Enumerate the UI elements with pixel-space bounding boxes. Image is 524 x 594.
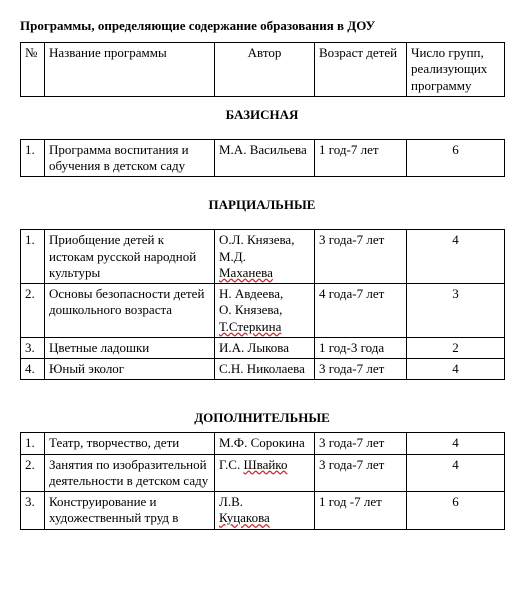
cell-groups: 3 <box>407 284 505 338</box>
cell-num: 1. <box>21 433 45 454</box>
header-table: № Название программы Автор Возраст детей… <box>20 42 505 97</box>
table-row: 2. Занятия по изобразительной деятельнос… <box>21 454 505 492</box>
table-row: 3. Цветные ладошки И.А. Лыкова 1 год-3 г… <box>21 337 505 358</box>
cell-num: 2. <box>21 284 45 338</box>
cell-groups: 6 <box>407 139 505 177</box>
cell-age: 3 года-7 лет <box>315 230 407 284</box>
table-row: 1. Театр, творчество, дети М.Ф. Сорокина… <box>21 433 505 454</box>
section-basic: БАЗИСНАЯ <box>20 107 504 123</box>
header-row: № Название программы Автор Возраст детей… <box>21 43 505 97</box>
author-text: Маханева <box>219 265 273 280</box>
cell-age: 1 год-7 лет <box>315 139 407 177</box>
cell-num: 3. <box>21 337 45 358</box>
cell-name: Цветные ладошки <box>45 337 215 358</box>
cell-num: 2. <box>21 454 45 492</box>
cell-author: М.А. Васильева <box>215 139 315 177</box>
author-text: Г.С. <box>219 457 243 472</box>
col-age: Возраст детей <box>315 43 407 97</box>
cell-num: 1. <box>21 230 45 284</box>
section-partial: ПАРЦИАЛЬНЫЕ <box>20 197 504 213</box>
table-row: 2. Основы безопасности детей дошкольного… <box>21 284 505 338</box>
cell-name: Основы безопасности детей дошкольного во… <box>45 284 215 338</box>
table-row: 3. Конструирование и художественный труд… <box>21 492 505 530</box>
cell-age: 1 год -7 лет <box>315 492 407 530</box>
cell-author: С.Н. Николаева <box>215 359 315 380</box>
section-extra: ДОПОЛНИТЕЛЬНЫЕ <box>20 410 504 426</box>
author-text: Т.Стеркина <box>219 319 281 334</box>
table-row: 1. Программа воспитания и обучения в дет… <box>21 139 505 177</box>
cell-age: 3 года-7 лет <box>315 433 407 454</box>
author-text: Швайко <box>243 457 287 472</box>
col-author: Автор <box>215 43 315 97</box>
author-text: Л.В. <box>219 494 243 509</box>
cell-num: 4. <box>21 359 45 380</box>
col-groups: Число групп, реализующих программу <box>407 43 505 97</box>
partial-table: 1. Приобщение детей к истокам русской на… <box>20 229 505 380</box>
basic-table: 1. Программа воспитания и обучения в дет… <box>20 139 505 178</box>
cell-num: 1. <box>21 139 45 177</box>
table-row: 1. Приобщение детей к истокам русской на… <box>21 230 505 284</box>
cell-name: Театр, творчество, дети <box>45 433 215 454</box>
author-text: Н. Авдеева, <box>219 286 283 301</box>
cell-age: 1 год-3 года <box>315 337 407 358</box>
table-row: 4. Юный эколог С.Н. Николаева 3 года-7 л… <box>21 359 505 380</box>
col-num: № <box>21 43 45 97</box>
col-name: Название программы <box>45 43 215 97</box>
cell-groups: 2 <box>407 337 505 358</box>
cell-name: Приобщение детей к истокам русской народ… <box>45 230 215 284</box>
document-title: Программы, определяющие содержание образ… <box>20 18 504 34</box>
cell-groups: 4 <box>407 454 505 492</box>
cell-name: Юный эколог <box>45 359 215 380</box>
author-text: О. Князева, <box>219 302 282 317</box>
extra-table: 1. Театр, творчество, дети М.Ф. Сорокина… <box>20 432 505 529</box>
cell-name: Конструирование и художественный труд в <box>45 492 215 530</box>
cell-author: М.Ф. Сорокина <box>215 433 315 454</box>
cell-author: О.Л. Князева, М.Д. Маханева <box>215 230 315 284</box>
author-text: Куцакова <box>219 510 270 525</box>
cell-age: 3 года-7 лет <box>315 454 407 492</box>
cell-groups: 6 <box>407 492 505 530</box>
cell-groups: 4 <box>407 359 505 380</box>
cell-name: Программа воспитания и обучения в детско… <box>45 139 215 177</box>
cell-author: И.А. Лыкова <box>215 337 315 358</box>
cell-groups: 4 <box>407 230 505 284</box>
cell-author: Г.С. Швайко <box>215 454 315 492</box>
author-text: М.Д. <box>219 249 246 264</box>
cell-age: 4 года-7 лет <box>315 284 407 338</box>
cell-author: Л.В. Куцакова <box>215 492 315 530</box>
cell-num: 3. <box>21 492 45 530</box>
cell-age: 3 года-7 лет <box>315 359 407 380</box>
cell-name: Занятия по изобразительной деятельности … <box>45 454 215 492</box>
cell-groups: 4 <box>407 433 505 454</box>
author-text: О.Л. Князева, <box>219 232 294 247</box>
cell-author: Н. Авдеева, О. Князева, Т.Стеркина <box>215 284 315 338</box>
